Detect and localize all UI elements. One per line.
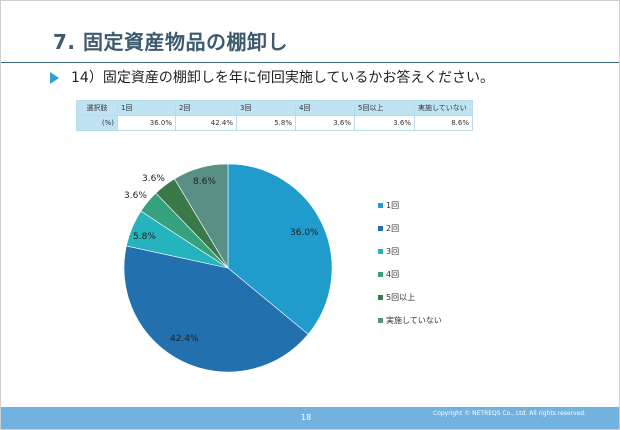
legend-item: 実施していない [378,315,442,338]
copyright-text: Copyright © NETREQS Co., Ltd. All rights… [433,410,587,417]
pie-label: 42.4% [170,334,199,344]
legend-swatch-icon [378,272,383,277]
triangle-bullet-icon [50,72,59,84]
footer-bar: 18 Copyright © NETREQS Co., Ltd. All rig… [1,407,619,429]
legend-label: 3回 [386,247,400,256]
legend-label: 5回以上 [386,293,416,302]
table-header-cell: 実施していない [414,100,473,116]
table-cell: 3.6% [354,115,415,131]
legend-item: 5回以上 [378,292,442,315]
legend-label: 1回 [386,201,400,210]
page-number: 18 [301,413,312,422]
legend-item: 2回 [378,223,442,246]
legend-swatch-icon [378,226,383,231]
pie-slice [174,163,229,270]
pie-slice [123,245,309,373]
data-table: 選択肢 1回 2回 3回 4回 5回以上 実施していない (%) 36.0% 4… [76,100,473,131]
table-header-cell: 2回 [175,100,237,116]
slide-title: 7. 固定資産物品の棚卸し [53,30,288,54]
table-header-cell: 5回以上 [354,100,415,116]
pie-label: 3.6% [142,174,165,184]
table-cell: 5.8% [236,115,296,131]
legend-item: 1回 [378,200,442,223]
table-row: (%) 36.0% 42.4% 5.8% 3.6% 3.6% 8.6% [76,115,473,131]
legend-label: 実施していない [386,316,442,325]
legend-label: 4回 [386,270,400,279]
legend-item: 4回 [378,269,442,292]
pie-label: 36.0% [290,228,319,238]
table-header-row: 選択肢 1回 2回 3回 4回 5回以上 実施していない [76,100,473,116]
title-divider [1,62,619,63]
legend-swatch-icon [378,203,383,208]
table-row-label: (%) [76,115,118,131]
pie-label: 8.6% [193,177,216,187]
legend-item: 3回 [378,246,442,269]
legend-swatch-icon [378,249,383,254]
pie-label: 5.8% [133,232,156,242]
pie-label: 3.6% [124,191,147,201]
table-header-cell: 3回 [236,100,296,116]
table-cell: 8.6% [414,115,473,131]
legend-swatch-icon [378,318,383,323]
table-header-label: 選択肢 [76,100,118,116]
legend-label: 2回 [386,224,400,233]
table-cell: 36.0% [117,115,176,131]
question-text: 14）固定資産の棚卸しを年に何回実施しているかお答えください。 [71,70,494,86]
table-cell: 42.4% [175,115,237,131]
legend-swatch-icon [378,295,383,300]
pie-slice [227,163,333,335]
chart-legend: 1回 2回 3回 4回 5回以上 実施していない [378,200,442,338]
table-cell: 3.6% [295,115,355,131]
